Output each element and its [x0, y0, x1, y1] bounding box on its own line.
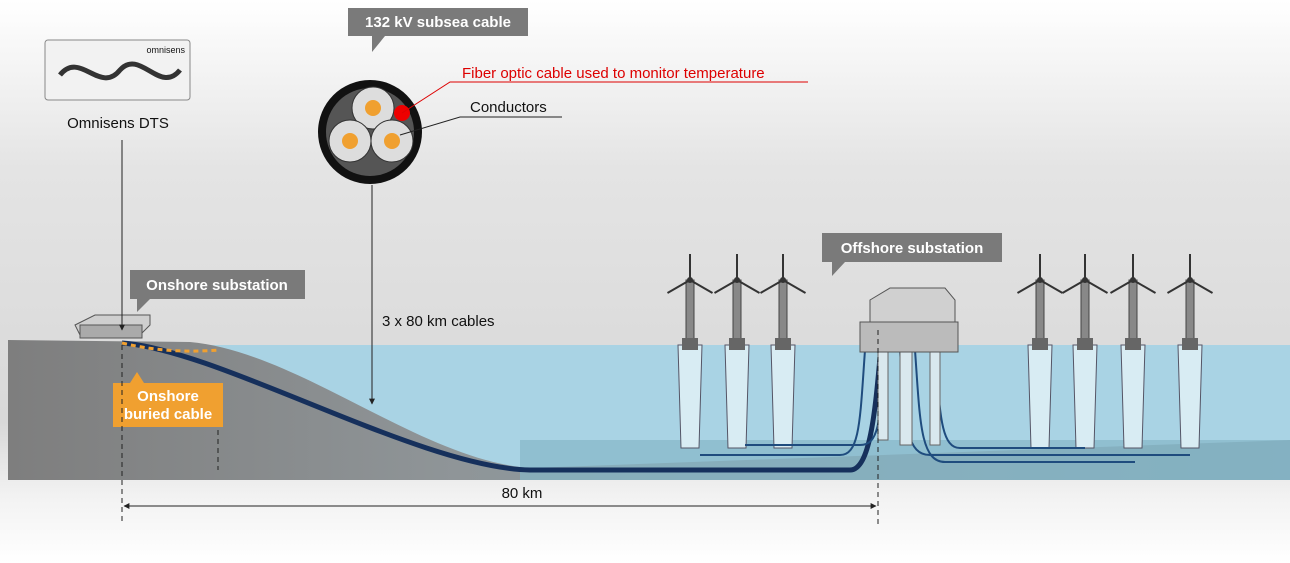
buried-label: Onshore — [137, 388, 199, 405]
turbine-foundation — [1178, 345, 1202, 448]
turbine-foundation — [1073, 345, 1097, 448]
turbine-tower — [1036, 280, 1044, 348]
seabed — [520, 440, 1290, 480]
turbine-base — [775, 338, 791, 350]
device-brand: omnisens — [146, 45, 185, 55]
distance-label: 80 km — [502, 485, 543, 502]
turbine-tower — [779, 280, 787, 348]
turbine-base — [729, 338, 745, 350]
turbine-tower — [1081, 280, 1089, 348]
turbine-foundation — [1121, 345, 1145, 448]
turbine-tower — [686, 280, 694, 348]
turbine-hub — [1130, 277, 1136, 283]
turbine-hub — [1037, 277, 1043, 283]
buried-label: buried cable — [124, 406, 212, 423]
turbine-hub — [1187, 277, 1193, 283]
turbine-hub — [1082, 277, 1088, 283]
turbine-hub — [734, 277, 740, 283]
fiber-label: Fiber optic cable used to monitor temper… — [462, 65, 765, 82]
device-label: Omnisens DTS — [67, 115, 169, 132]
turbine-base — [1032, 338, 1048, 350]
turbine-base — [1077, 338, 1093, 350]
diagram: omnisens Omnisens DTS Fiber optic cable … — [0, 0, 1290, 563]
onshore-label: Onshore substation — [146, 277, 288, 294]
offshore-label: Offshore substation — [841, 240, 984, 257]
turbine-tower — [1129, 280, 1137, 348]
turbine-foundation — [725, 345, 749, 448]
turbine-tower — [733, 280, 741, 348]
conductors-label: Conductors — [470, 99, 547, 116]
turbine-base — [682, 338, 698, 350]
onshore-substation-base — [80, 325, 142, 338]
cable-title: 132 kV subsea cable — [365, 14, 511, 31]
turbine-tower — [1186, 280, 1194, 348]
turbine-foundation — [678, 345, 702, 448]
turbine-foundation — [771, 345, 795, 448]
turbine-foundation — [1028, 345, 1052, 448]
turbine-base — [1125, 338, 1141, 350]
cable-run-label: 3 x 80 km cables — [382, 313, 495, 330]
turbine-base — [1182, 338, 1198, 350]
turbine-hub — [780, 277, 786, 283]
turbine-hub — [687, 277, 693, 283]
